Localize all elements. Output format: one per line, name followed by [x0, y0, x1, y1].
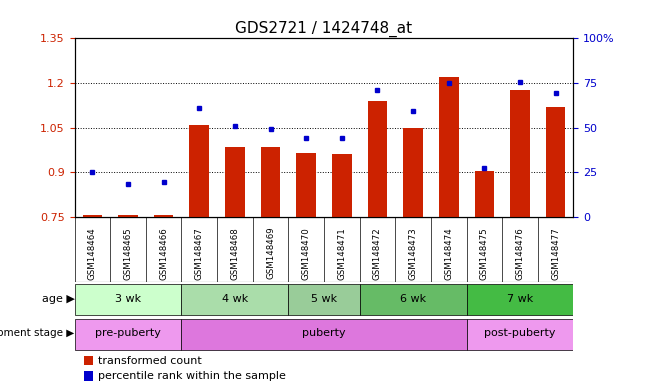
Bar	[288, 284, 360, 315]
Bar	[467, 284, 573, 315]
Text: GSM148471: GSM148471	[338, 227, 346, 280]
Bar	[118, 215, 138, 217]
Text: 6 wk: 6 wk	[400, 294, 426, 304]
Text: puberty: puberty	[302, 328, 346, 338]
Bar	[84, 371, 93, 381]
Bar	[75, 319, 181, 349]
Text: GSM148476: GSM148476	[516, 227, 524, 280]
Text: pre-puberty: pre-puberty	[95, 328, 161, 338]
Text: GSM148467: GSM148467	[195, 227, 203, 280]
Bar	[403, 127, 423, 217]
Text: GSM148470: GSM148470	[302, 227, 310, 280]
Bar	[84, 356, 93, 365]
Text: GSM148464: GSM148464	[88, 227, 97, 280]
Bar	[181, 284, 288, 315]
Bar	[360, 284, 467, 315]
Text: development stage ▶: development stage ▶	[0, 328, 75, 338]
Bar	[225, 147, 245, 217]
Bar	[474, 171, 494, 217]
Bar	[510, 91, 530, 217]
Text: GSM148473: GSM148473	[409, 227, 417, 280]
Bar	[75, 284, 181, 315]
Text: GSM148475: GSM148475	[480, 227, 489, 280]
Text: GSM148465: GSM148465	[124, 227, 132, 280]
Bar	[154, 215, 174, 217]
Bar	[260, 147, 281, 217]
Text: percentile rank within the sample: percentile rank within the sample	[98, 371, 286, 381]
Text: GSM148474: GSM148474	[445, 227, 453, 280]
Bar	[367, 101, 388, 217]
Title: GDS2721 / 1424748_at: GDS2721 / 1424748_at	[235, 21, 413, 37]
Bar	[181, 319, 467, 349]
Bar	[296, 153, 316, 217]
Bar	[546, 107, 566, 217]
Text: post-puberty: post-puberty	[484, 328, 556, 338]
Text: 7 wk: 7 wk	[507, 294, 533, 304]
Text: GSM148468: GSM148468	[231, 227, 239, 280]
Bar	[467, 319, 573, 349]
Text: GSM148477: GSM148477	[551, 227, 560, 280]
Text: transformed count: transformed count	[98, 356, 202, 366]
Bar	[439, 77, 459, 217]
Text: GSM148472: GSM148472	[373, 227, 382, 280]
Text: 4 wk: 4 wk	[222, 294, 248, 304]
Bar	[82, 215, 102, 217]
Text: 5 wk: 5 wk	[311, 294, 337, 304]
Text: GSM148466: GSM148466	[159, 227, 168, 280]
Text: age ▶: age ▶	[41, 294, 75, 304]
Bar	[332, 154, 352, 217]
Bar	[189, 125, 209, 217]
Text: 3 wk: 3 wk	[115, 294, 141, 304]
Text: GSM148469: GSM148469	[266, 227, 275, 280]
